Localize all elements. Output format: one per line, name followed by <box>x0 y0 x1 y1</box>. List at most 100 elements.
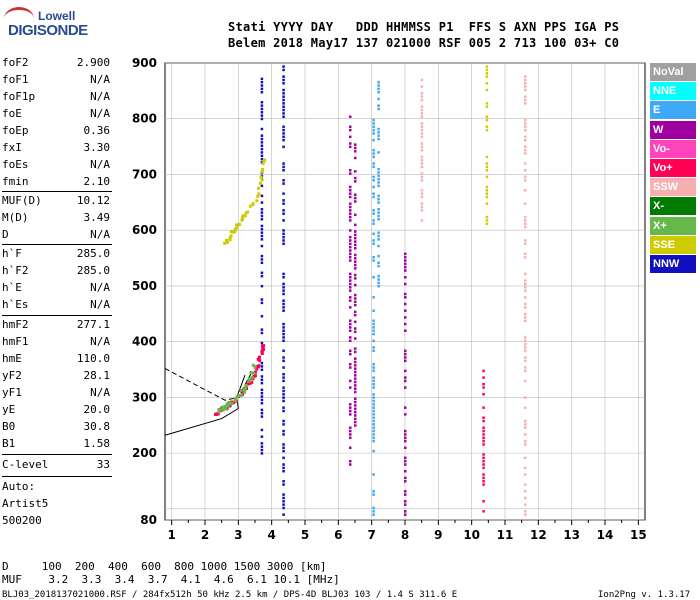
echo-point <box>485 88 489 92</box>
echo-point <box>404 316 407 319</box>
param-value: N/A <box>90 298 110 311</box>
echo-point <box>349 125 352 129</box>
echo-point <box>420 128 424 132</box>
echo-point <box>377 107 380 111</box>
param-yf1: yF1 N/A <box>2 386 110 400</box>
echo-point <box>260 154 264 158</box>
echo-point <box>282 443 285 446</box>
echo-point <box>354 267 357 270</box>
echo-point <box>404 359 407 363</box>
echo-point <box>404 265 407 269</box>
trace-point <box>233 228 237 232</box>
echo-point <box>372 138 375 142</box>
echo-point <box>404 479 407 483</box>
param-b0: B0 30.8 <box>2 420 110 434</box>
trace-point <box>250 380 254 384</box>
x-tick-label: 11 <box>497 528 514 542</box>
trace-point <box>246 210 250 214</box>
echo-point <box>282 479 285 483</box>
echo-point <box>349 433 352 436</box>
echo-point <box>349 272 352 276</box>
echo-point <box>282 500 285 503</box>
echo-point <box>524 215 527 219</box>
echo-point <box>524 102 527 105</box>
echo-point <box>349 279 352 282</box>
echo-point <box>349 255 352 259</box>
echo-point <box>282 68 285 72</box>
echo-point <box>372 195 375 199</box>
param-foes: foEs N/A <box>2 158 110 172</box>
echo-point <box>482 406 485 409</box>
echo-point <box>377 234 380 238</box>
echo-point <box>282 65 285 68</box>
y-tick-label: 500 <box>132 279 157 293</box>
echo-point <box>372 436 375 440</box>
echo-point <box>260 101 264 104</box>
x-tick-label: 8 <box>401 528 409 542</box>
echo-point <box>372 409 375 413</box>
echo-point <box>349 446 352 450</box>
trace-point <box>243 390 247 394</box>
echo-point <box>354 233 357 237</box>
trace-point <box>246 382 250 386</box>
echo-point <box>282 406 285 409</box>
echo-point <box>282 102 285 105</box>
echo-point <box>404 262 407 266</box>
echo-point <box>260 381 264 385</box>
echo-point <box>377 97 380 101</box>
separator <box>2 315 112 316</box>
trace-point <box>255 199 259 203</box>
echo-point <box>524 118 527 122</box>
echo-point <box>524 342 527 346</box>
echo-point <box>420 155 424 159</box>
echo-point <box>524 175 527 179</box>
echo-point <box>482 436 485 440</box>
echo-point <box>482 443 485 446</box>
echo-point <box>524 510 527 513</box>
echo-point <box>372 179 375 182</box>
echo-point <box>372 162 375 165</box>
echo-point <box>372 209 375 212</box>
echo-point <box>260 408 264 412</box>
echo-point <box>482 433 485 436</box>
param-fof1p: foF1p N/A <box>2 90 110 104</box>
echo-point <box>372 255 375 259</box>
echo-point <box>282 466 285 470</box>
trace-point <box>257 192 261 196</box>
echo-point <box>349 145 352 149</box>
legend-item-ssw: SSW <box>650 178 696 197</box>
echo-point <box>377 171 380 174</box>
param-key: fxI <box>2 141 22 154</box>
echo-point <box>282 229 285 232</box>
echo-point <box>420 132 424 135</box>
echo-point <box>282 506 285 510</box>
echo-point <box>485 118 489 122</box>
trace-point <box>235 395 239 399</box>
echo-point <box>404 259 407 262</box>
echo-point <box>282 286 285 289</box>
param-key: D <box>2 228 9 241</box>
param-value: 2.10 <box>83 175 111 188</box>
echo-point <box>524 419 527 423</box>
x-tick-label: 4 <box>267 528 275 542</box>
echo-point <box>372 155 375 159</box>
x-tick-label: 9 <box>434 528 442 542</box>
echo-point <box>372 393 375 396</box>
echo-point <box>349 276 352 279</box>
echo-point <box>524 439 527 443</box>
param-hme: hmE 110.0 <box>2 352 110 366</box>
trace-point <box>237 394 241 398</box>
echo-point <box>260 77 264 81</box>
echo-point <box>377 151 380 154</box>
trace-point <box>229 230 233 234</box>
echo-point <box>420 125 424 129</box>
param-value: 110.0 <box>76 352 110 365</box>
echo-point <box>372 222 375 226</box>
logo-arc-icon <box>4 7 34 30</box>
echo-point <box>260 157 264 161</box>
echo-point <box>354 387 357 390</box>
echo-point <box>377 197 380 201</box>
echo-point <box>420 142 424 145</box>
echo-point <box>485 102 489 105</box>
echo-point <box>349 336 352 339</box>
